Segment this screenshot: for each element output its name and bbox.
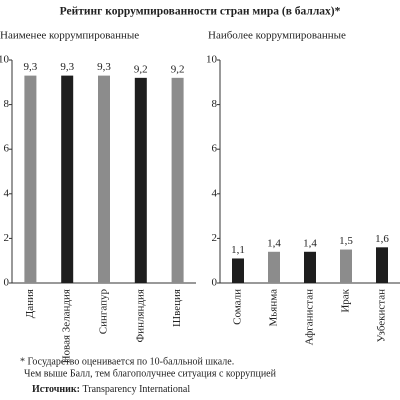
bar [134,77,147,283]
y-tick-label: 6 [4,143,10,155]
bar [376,247,388,283]
source-label: Источник: [32,384,80,395]
x-tick-label: Ирак [340,288,352,312]
y-tick-label: 10 [0,54,10,66]
value-label: 9,2 [171,63,185,75]
source-text: Transparency International [83,384,191,395]
bar [98,75,110,283]
bar [171,77,184,283]
bar [61,75,74,283]
y-tick-label: 4 [212,187,218,199]
bar [268,251,280,283]
value-label: 9,2 [134,63,148,75]
value-label: 9,3 [60,61,74,73]
x-tick-label: Швеция [171,289,183,327]
x-tick-label: Дания [24,289,36,318]
chart-title: Рейтинг коррумпированности стран мира (в… [60,6,341,18]
value-label: 1,5 [339,235,353,247]
x-tick-label: Новая Зеландия [61,289,73,363]
y-tick-label: 6 [212,143,218,155]
panel-title: Наиболее коррумпированные [208,30,346,42]
y-tick-label: 8 [4,98,10,110]
bar [24,75,37,283]
x-tick-label: Афганистан [304,289,316,346]
x-tick-label: Мьянма [268,289,280,327]
bar [232,258,244,283]
bar [304,251,316,283]
y-tick-label: 8 [212,98,218,110]
value-label: 1,1 [231,244,245,256]
value-label: 9,3 [24,61,38,73]
y-tick-label: 2 [212,232,218,244]
y-tick-label: 0 [4,277,10,289]
y-tick-label: 0 [212,277,218,289]
x-tick-label: Финляндия [134,289,146,342]
source: Источник: Transparency International [32,384,190,395]
value-label: 1,4 [303,237,317,249]
value-label: 1,6 [375,233,389,245]
bar [340,249,352,283]
y-tick-label: 10 [206,54,218,66]
y-tick-label: 2 [4,232,10,244]
x-tick-label: Сомали [232,289,244,325]
x-tick-label: Узбекистан [376,289,388,342]
y-tick-label: 4 [4,187,10,199]
value-label: 9,3 [97,61,111,73]
panel-title: Наименее коррумпированные [0,30,139,42]
value-label: 1,4 [267,237,281,249]
footnote: Чем выше Балл, тем благополучнее ситуаци… [24,368,277,379]
footnote: * Государство оценивается по 10-балльной… [20,356,234,367]
x-tick-label: Сингапур [98,289,110,335]
